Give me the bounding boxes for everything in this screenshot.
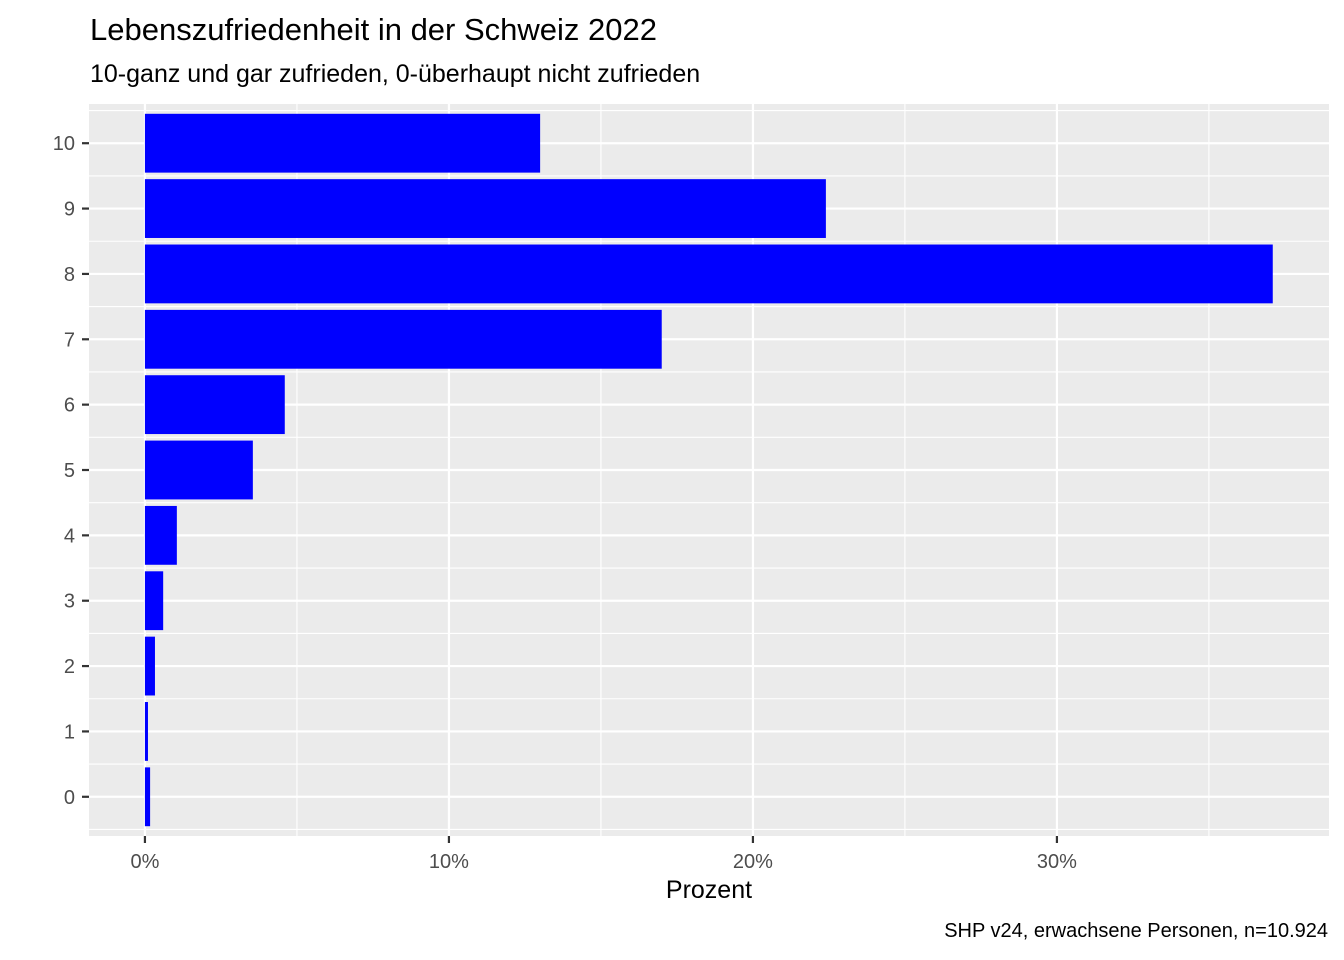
y-tick-label: 0 xyxy=(64,787,75,809)
bar-1 xyxy=(144,702,148,761)
y-tick-label: 6 xyxy=(64,395,75,417)
bar-2 xyxy=(144,636,155,696)
y-tick-label: 5 xyxy=(64,460,75,482)
bar-3 xyxy=(144,571,164,631)
bar-10 xyxy=(144,113,541,173)
bar-5 xyxy=(144,440,253,500)
x-tick-label: 30% xyxy=(1037,851,1077,873)
bar-9 xyxy=(144,179,826,238)
bar-0 xyxy=(144,767,151,827)
bars xyxy=(144,113,1273,827)
y-tick-label: 4 xyxy=(64,525,75,547)
chart-title: Lebenszufriedenheit in der Schweiz 2022 xyxy=(90,12,657,47)
y-tick-label: 2 xyxy=(64,656,75,678)
bar-4 xyxy=(144,505,177,565)
y-tick-label: 1 xyxy=(64,721,75,743)
bar-6 xyxy=(144,375,285,435)
y-tick-label: 8 xyxy=(64,264,75,286)
bar-7 xyxy=(144,309,662,369)
x-axis: 0% 10% 20% 30% xyxy=(130,836,1077,873)
x-tick-label: 0% xyxy=(130,851,159,873)
x-axis-label: Prozent xyxy=(665,876,753,904)
y-tick-label: 3 xyxy=(64,591,75,613)
bar-8 xyxy=(144,244,1273,304)
x-tick-label: 10% xyxy=(429,851,469,873)
y-tick-label: 7 xyxy=(64,329,75,351)
y-tick-label: 9 xyxy=(64,199,75,221)
chart-subtitle: 10-ganz und gar zufrieden, 0-überhaupt n… xyxy=(90,60,701,88)
y-tick-label: 10 xyxy=(53,133,75,155)
x-tick-label: 20% xyxy=(733,851,773,873)
chart-caption: SHP v24, erwachsene Personen, n=10.924 xyxy=(944,920,1328,942)
